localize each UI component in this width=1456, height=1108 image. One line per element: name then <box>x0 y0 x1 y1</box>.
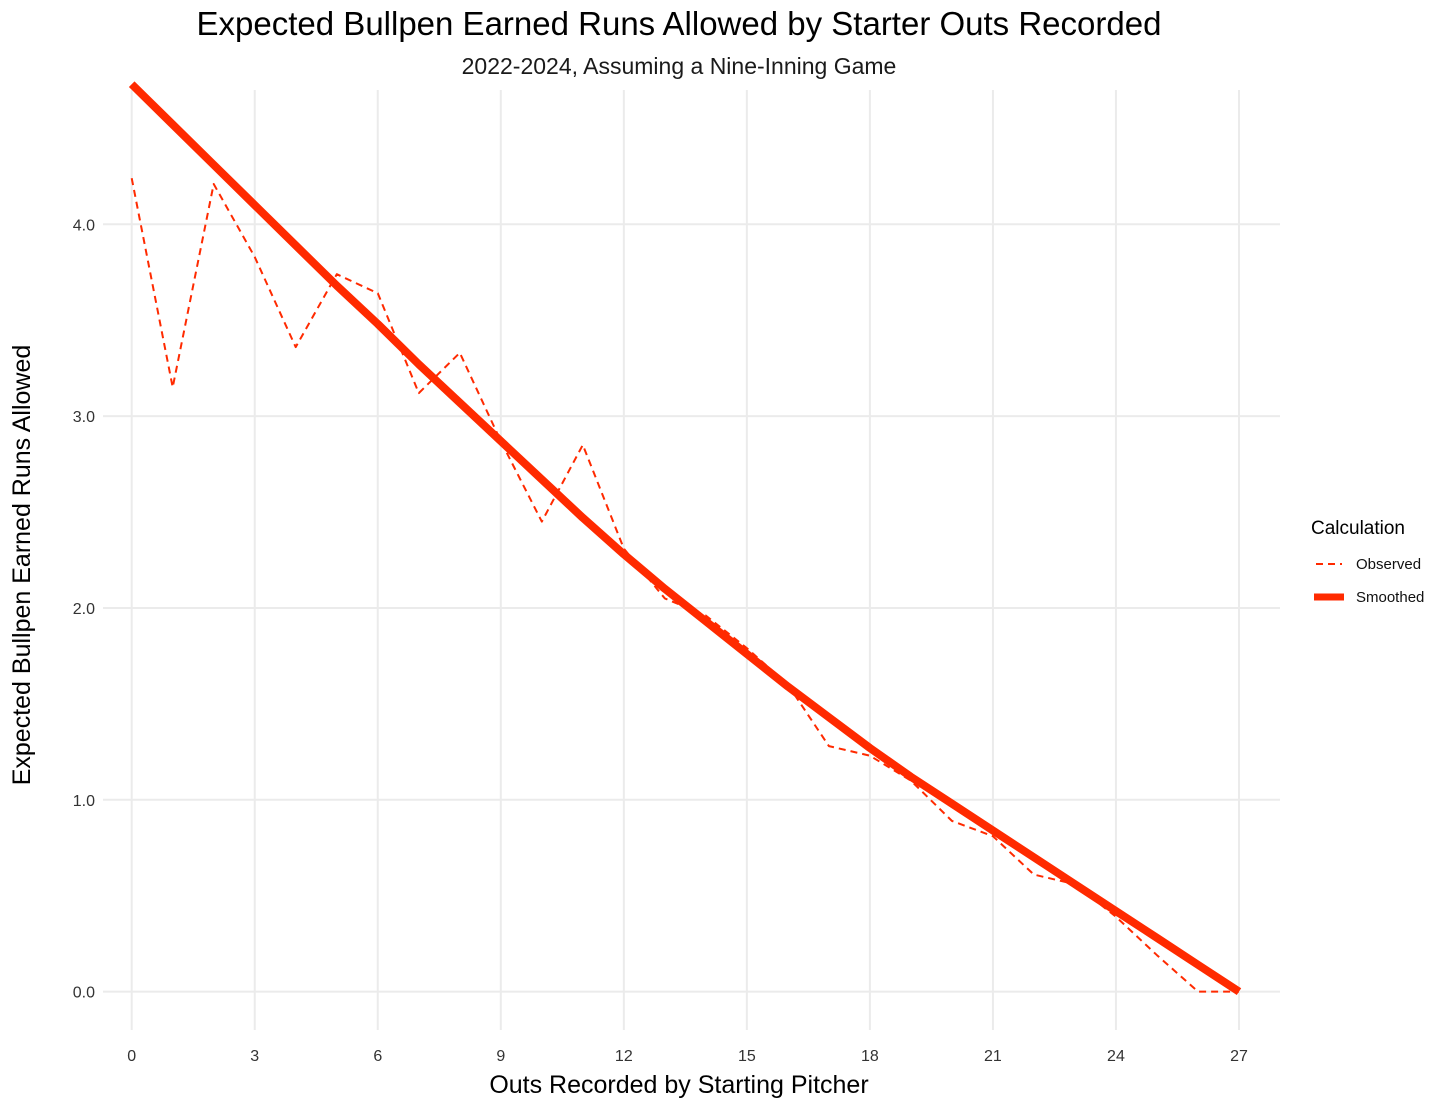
legend: Calculation Observed Smoothed <box>1311 518 1424 606</box>
x-tick-label: 12 <box>615 1048 633 1065</box>
x-tick-label: 27 <box>1230 1048 1248 1065</box>
legend-label-smoothed: Smoothed <box>1356 589 1424 606</box>
x-tick-label: 18 <box>861 1048 879 1065</box>
x-tick-label: 24 <box>1107 1048 1125 1065</box>
x-axis: 0 3 6 9 12 15 18 21 24 27 <box>127 1048 1248 1065</box>
series-line-smoothed <box>128 81 1242 995</box>
y-axis: 0.0 1.0 2.0 3.0 4.0 <box>73 217 95 1001</box>
series-line-observed <box>130 178 1239 993</box>
y-tick-label: 0.0 <box>73 985 95 1002</box>
plot-area <box>128 81 1242 995</box>
y-tick-label: 2.0 <box>73 601 95 618</box>
x-tick-label: 21 <box>984 1048 1002 1065</box>
x-axis-title: Outs Recorded by Starting Pitcher <box>489 1071 868 1099</box>
x-tick-label: 6 <box>373 1048 382 1065</box>
chart-title: Expected Bullpen Earned Runs Allowed by … <box>197 5 1162 42</box>
legend-label-observed: Observed <box>1356 556 1421 573</box>
y-tick-label: 1.0 <box>73 793 95 810</box>
y-axis-title: Expected Bullpen Earned Runs Allowed <box>8 345 36 786</box>
y-tick-label: 4.0 <box>73 217 95 234</box>
x-tick-label: 9 <box>496 1048 505 1065</box>
x-tick-label: 3 <box>250 1048 259 1065</box>
legend-title: Calculation <box>1311 518 1405 539</box>
x-tick-label: 0 <box>127 1048 136 1065</box>
x-tick-label: 15 <box>738 1048 756 1065</box>
chart-subtitle: 2022-2024, Assuming a Nine-Inning Game <box>462 53 897 79</box>
y-tick-label: 3.0 <box>73 409 95 426</box>
